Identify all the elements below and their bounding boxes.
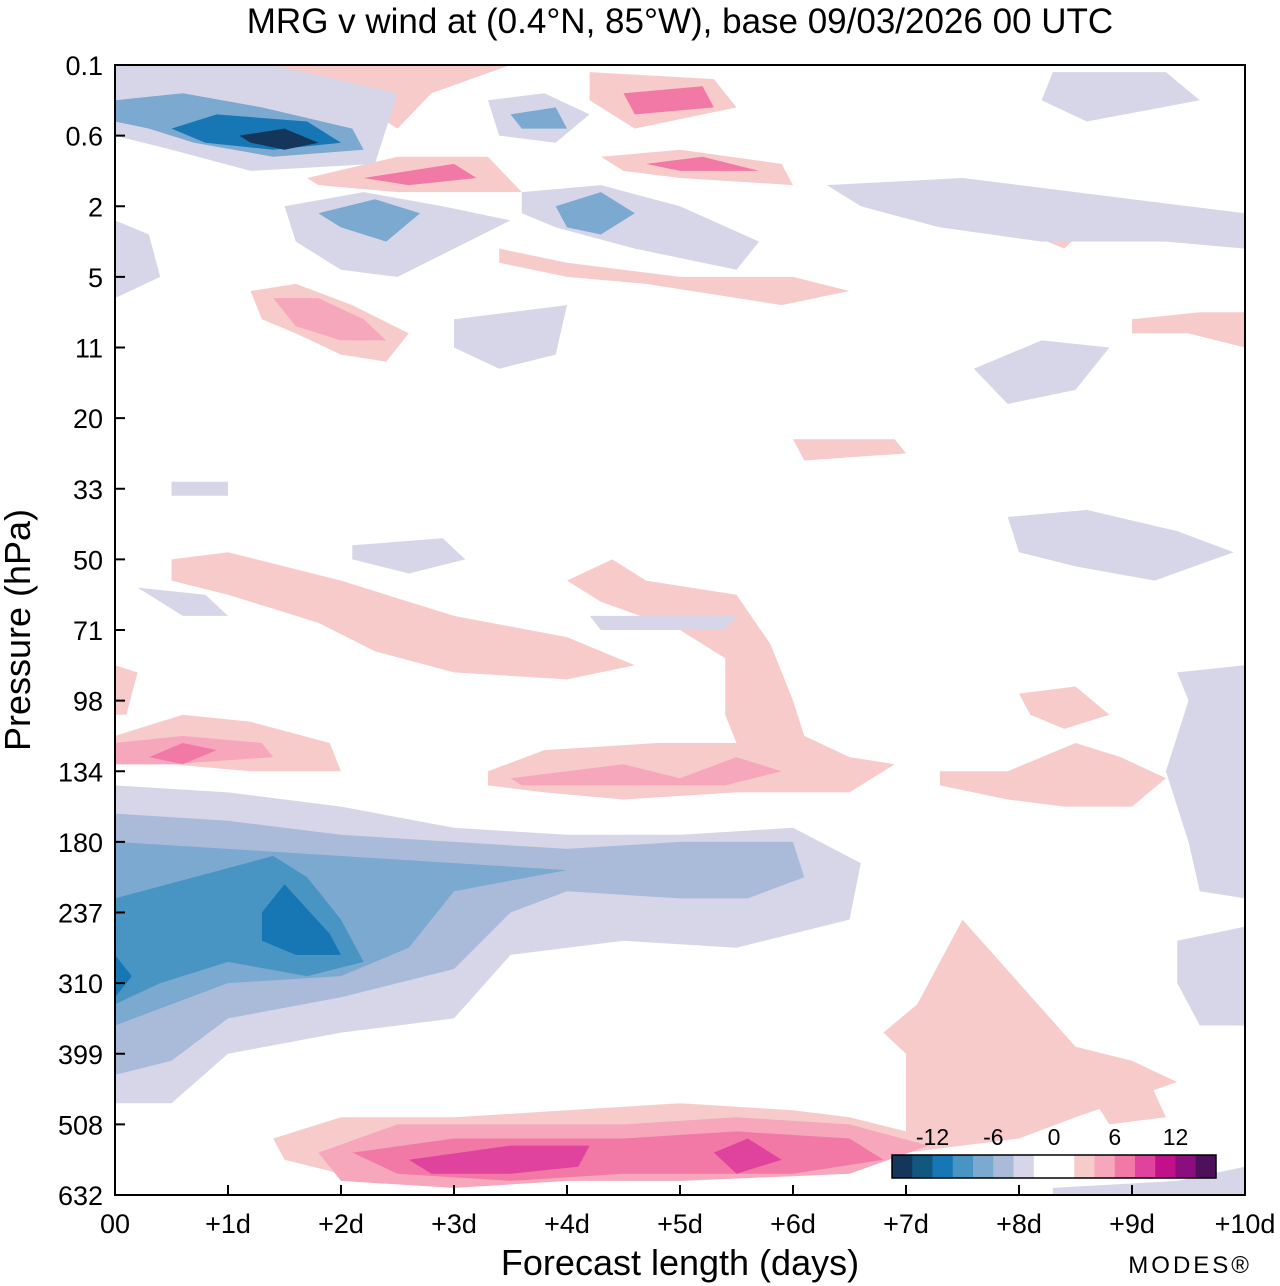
stratosphere-negative-contour (1041, 72, 1200, 122)
y-tick-label: 180 (58, 828, 103, 858)
x-tick-label: 00 (100, 1209, 130, 1239)
x-tick-label: +10d (1215, 1209, 1276, 1239)
x-tick-label: +8d (996, 1209, 1042, 1239)
tropopause-positive-contour (487, 559, 895, 800)
tropopause-right-positive-contour (939, 743, 1166, 807)
y-tick-label: 71 (73, 616, 103, 646)
stratosphere-negative-contour (555, 192, 635, 235)
midlevel-negative-contour (171, 481, 228, 496)
y-tick-label: 0.1 (65, 51, 103, 81)
y-tick-label: 2 (88, 192, 103, 222)
tropopause-right-positive-contour (1019, 686, 1110, 729)
colorbar-swatch (1114, 1155, 1136, 1178)
y-tick-label: 33 (73, 475, 103, 505)
colorbar-swatch (1054, 1155, 1075, 1178)
colorbar-swatch (932, 1155, 954, 1178)
x-tick-label: +6d (770, 1209, 816, 1239)
stratosphere-negative-contour (115, 220, 161, 299)
lower-trop-positive-contour (713, 1138, 782, 1174)
colorbar-swatch (1094, 1155, 1116, 1178)
x-tick-label: +9d (1109, 1209, 1155, 1239)
colorbar-swatch (1033, 1155, 1055, 1178)
stratosphere-positive-contour (623, 86, 714, 115)
stratosphere-positive-contour (273, 298, 387, 341)
y-tick-label: 237 (58, 899, 103, 929)
x-tick-label: +2d (318, 1209, 364, 1239)
contour-fill-layer (115, 65, 1245, 1195)
colorbar-swatch (973, 1155, 994, 1178)
x-tick-label: +3d (431, 1209, 477, 1239)
colorbar-tick-label: 12 (1163, 1124, 1189, 1150)
y-tick-label: 50 (73, 545, 103, 575)
colorbar-tick-label: -12 (916, 1124, 949, 1150)
colorbar-swatch (1135, 1155, 1156, 1178)
y-tick-label: 0.6 (65, 122, 103, 152)
colorbar-swatch (1074, 1155, 1095, 1178)
stratosphere-negative-contour (318, 199, 421, 242)
lower-trop-negative-contour (115, 954, 132, 998)
midlevel-negative-contour (137, 587, 228, 616)
tropopause-positive-contour (510, 757, 782, 786)
stratosphere-negative-contour (239, 128, 319, 150)
upper-right-negative-contour (1165, 665, 1245, 899)
x-tick-label: +4d (544, 1209, 590, 1239)
x-tick-label: +7d (883, 1209, 929, 1239)
colorbar-swatch (1155, 1155, 1176, 1178)
y-tick-label: 632 (58, 1181, 103, 1211)
stratosphere-negative-contour (454, 305, 567, 369)
lower-trop-positive-contour (273, 919, 1178, 1188)
stratosphere-positive-contour (1132, 312, 1245, 348)
chart-title: MRG v wind at (0.4°N, 85°W), base 09/03/… (247, 2, 1113, 41)
y-tick-label: 399 (58, 1040, 103, 1070)
upper-right-negative-contour (1177, 926, 1245, 1026)
modes-watermark: MODES® (1128, 1252, 1252, 1279)
bottom-right-negative-contour (1052, 1166, 1245, 1195)
y-tick-label: 508 (58, 1110, 103, 1140)
colorbar-swatch (912, 1155, 933, 1178)
colorbar-tick-label: 0 (1048, 1124, 1061, 1150)
y-tick-label: 98 (73, 687, 103, 717)
colorbar-legend: -12 -6 0 6 12 (891, 1124, 1217, 1179)
stratosphere-negative-contour (284, 192, 511, 277)
y-tick-label: 11 (75, 334, 103, 364)
colorbar-swatch (952, 1155, 974, 1178)
y-axis-label: Pressure (hPa) (0, 509, 38, 751)
stratosphere-positive-contour (363, 163, 477, 186)
stratosphere-positive-contour (646, 156, 760, 171)
stratosphere-negative-contour (826, 178, 1245, 249)
colorbar-swatch (1195, 1155, 1217, 1178)
tropopause-positive-contour (115, 665, 138, 715)
y-tick-label: 5 (88, 263, 103, 293)
x-tick-label: +1d (205, 1209, 251, 1239)
x-axis-label: Forecast length (days) (501, 1242, 859, 1283)
colorbar-tick-label: 6 (1108, 1124, 1121, 1150)
colorbar-swatch (892, 1155, 913, 1178)
colorbar-tick-label: -6 (983, 1124, 1003, 1150)
tropopause-positive-contour (148, 743, 217, 765)
lower-trop-negative-contour (261, 884, 341, 955)
band-positive-contour (171, 552, 635, 680)
stratosphere-negative-contour (521, 185, 760, 270)
midlevel-negative-contour (352, 538, 466, 574)
y-tick-label: 310 (58, 969, 103, 999)
y-tick-label: 134 (58, 757, 103, 787)
colorbar-swatch (1175, 1155, 1197, 1178)
lower-trop-negative-contour (115, 856, 364, 1005)
colorbar-swatch (993, 1155, 1014, 1178)
midlevel-negative-contour (589, 615, 737, 630)
stratosphere-negative-contour (973, 340, 1110, 404)
y-axis: 0.1 0.6 2 5 11 20 33 50 71 98 134 180 237 310 399 508 63… (58, 51, 125, 1211)
colorbar-swatch (1013, 1155, 1035, 1178)
bottom-right-positive-contour (1086, 1067, 1166, 1125)
stratosphere-positive-contour (793, 439, 906, 461)
stratosphere-negative-contour (510, 107, 567, 129)
midlevel-negative-contour (1007, 509, 1234, 581)
colorbar-frame (891, 1154, 1217, 1179)
x-axis: 00 +1d +2d +3d +4d +5d +6d +7d +8d +9d +10d (100, 1185, 1275, 1239)
stratosphere-positive-contour (499, 248, 850, 306)
x-tick-label: +5d (657, 1209, 703, 1239)
lower-trop-positive-contour (408, 1145, 590, 1174)
y-tick-label: 20 (73, 404, 103, 434)
